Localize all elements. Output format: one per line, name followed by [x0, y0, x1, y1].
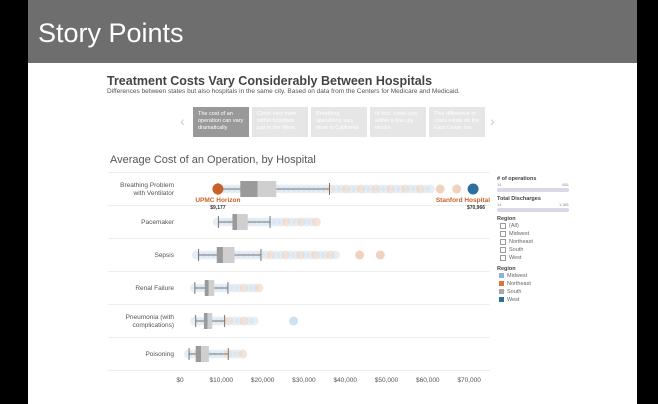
- story-point-5[interactable]: This difference in costs exists on the E…: [429, 107, 485, 137]
- hospital-dot: [238, 349, 248, 359]
- region-checkbox-label: (All): [509, 223, 519, 229]
- x-tick-label: $50,000: [375, 377, 399, 384]
- hospital-dot: [435, 184, 445, 194]
- region-checkbox-label: West: [509, 255, 522, 261]
- legend-label: West: [507, 297, 520, 303]
- checkbox-icon[interactable]: [500, 222, 506, 229]
- legend-item[interactable]: West: [499, 296, 569, 304]
- x-tick-label: $40,000: [333, 377, 357, 384]
- region-checkbox[interactable]: South: [500, 246, 569, 254]
- box-upper: [222, 247, 235, 263]
- hospital-dot: [375, 250, 385, 260]
- ops-min: 14: [497, 182, 502, 187]
- checkbox-icon[interactable]: [500, 238, 506, 245]
- discharges-min: 14: [497, 202, 502, 207]
- discharges-filter-title: Total Discharges: [497, 196, 541, 202]
- legend-swatch: [499, 297, 504, 303]
- checkbox-icon[interactable]: [500, 230, 506, 237]
- x-tick-label: $0: [176, 377, 184, 384]
- region-checkbox[interactable]: Midwest: [500, 230, 569, 238]
- hospital-dot: [425, 184, 435, 194]
- region-checkbox-label: Midwest: [509, 231, 530, 237]
- dashboard-subtitle: Differences between states but also hosp…: [107, 88, 460, 95]
- annotated-hospital-dot: [467, 183, 479, 195]
- hospital-dot: [330, 250, 340, 260]
- category-label: Breathing Problem with Ventilator: [120, 182, 175, 197]
- legend-item[interactable]: Northeast: [499, 280, 569, 288]
- header-bar: [28, 0, 637, 63]
- hospital-dot: [249, 316, 259, 326]
- legend-swatch: [499, 289, 504, 295]
- x-tick-label: $20,000: [251, 377, 275, 384]
- ops-filter-title: # of operations: [497, 176, 537, 182]
- checkbox-icon[interactable]: [500, 254, 506, 261]
- story-point-1[interactable]: The cost of an operation can vary dramat…: [193, 107, 249, 137]
- legend-swatch: [499, 273, 504, 279]
- box-lower: [195, 346, 202, 362]
- chevron-right-icon[interactable]: ›: [490, 113, 495, 129]
- region-filter-title: Region: [497, 216, 516, 222]
- box-lower: [203, 313, 208, 329]
- legend-label: Midwest: [507, 273, 528, 279]
- story-point-3[interactable]: Breathing operations vary most in Califo…: [311, 107, 367, 137]
- story-title: Story Points: [38, 18, 184, 48]
- box-lower: [240, 181, 258, 197]
- region-legend-title: Region: [497, 266, 516, 272]
- legend-label: South: [507, 289, 522, 295]
- category-label: Renal Failure: [135, 285, 174, 292]
- legend-item[interactable]: Midwest: [499, 272, 569, 280]
- category-label: Pneumonia (with complications): [126, 314, 175, 329]
- x-tick-label: $60,000: [416, 377, 440, 384]
- region-checkbox-label: South: [509, 247, 524, 253]
- x-tick-label: $10,000: [210, 377, 234, 384]
- legend-label: Northeast: [507, 281, 531, 287]
- ops-max: 651: [562, 182, 569, 187]
- hospital-dot: [254, 283, 264, 293]
- annotation-label: Stanford Hospital: [436, 197, 490, 204]
- category-label: Sepsis: [154, 252, 174, 259]
- box-lower: [216, 247, 223, 263]
- discharges-max: 1,381: [558, 202, 569, 207]
- annotation-label: UPMC Horizon: [195, 197, 240, 204]
- chart-title: Average Cost of an Operation, by Hospita…: [110, 154, 316, 166]
- box-lower: [232, 214, 237, 230]
- category-label: Pacemaker: [141, 219, 175, 226]
- sidebar-filters: # of operations 14 651 Total Discharges 1…: [497, 172, 569, 304]
- annotated-hospital-dot: [212, 183, 224, 195]
- ops-range-slider[interactable]: [497, 188, 569, 192]
- box-upper: [257, 181, 277, 197]
- hospital-dot: [452, 184, 462, 194]
- box-upper: [208, 280, 215, 296]
- box-upper: [201, 346, 209, 362]
- discharges-range-slider[interactable]: [497, 208, 569, 212]
- box-lower: [204, 280, 209, 296]
- hospital-dot: [355, 250, 365, 260]
- story-point-2[interactable]: Costs vary even within hospitals just in…: [252, 107, 308, 137]
- hospital-dot: [289, 316, 299, 326]
- hospital-dot: [311, 217, 321, 227]
- x-tick-label: $70,000: [457, 377, 481, 384]
- box-upper: [236, 214, 248, 230]
- annotation-value: $70,966: [467, 205, 485, 211]
- region-checkbox-label: Northeast: [509, 239, 533, 245]
- region-checkbox[interactable]: Northeast: [500, 238, 569, 246]
- checkbox-icon[interactable]: [500, 246, 506, 253]
- dashboard-title: Treatment Costs Vary Considerably Betwee…: [107, 74, 433, 88]
- legend-swatch: [499, 281, 504, 287]
- annotation-value: $9,177: [210, 205, 226, 211]
- region-checkbox[interactable]: (All): [500, 222, 569, 230]
- chevron-left-icon[interactable]: ‹: [180, 113, 185, 129]
- box-upper: [207, 313, 213, 329]
- category-label: Poisoning: [145, 351, 174, 358]
- region-checkbox[interactable]: West: [500, 254, 569, 262]
- story-point-4[interactable]: In fact, costs vary within a few city bl…: [370, 107, 426, 137]
- legend-item[interactable]: South: [499, 288, 569, 296]
- x-tick-label: $30,000: [292, 377, 316, 384]
